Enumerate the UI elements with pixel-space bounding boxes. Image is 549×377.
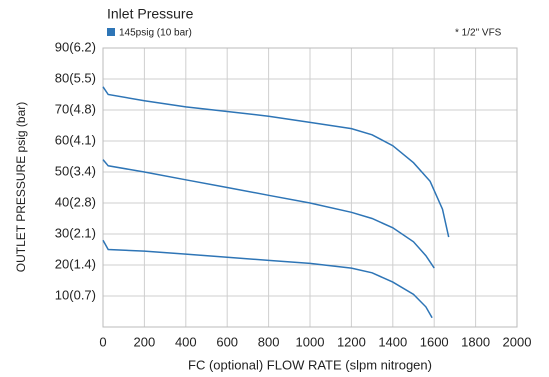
- y-tick-label: 30(2.1): [55, 225, 96, 240]
- x-tick-label: 2000: [503, 334, 532, 349]
- y-tick-label: 70(4.8): [55, 101, 96, 116]
- y-tick-label: 60(4.1): [55, 132, 96, 147]
- x-tick-label: 0: [99, 334, 106, 349]
- x-tick-label: 1000: [296, 334, 325, 349]
- y-tick-label: 40(2.8): [55, 194, 96, 209]
- data-line: [102, 239, 433, 319]
- legend-swatch: [107, 28, 115, 36]
- x-axis-label: FC (optional) FLOW RATE (slpm nitrogen): [188, 357, 432, 372]
- data-line: [102, 159, 435, 269]
- chart-title: Inlet Pressure: [107, 6, 194, 22]
- x-tick-label: 600: [216, 334, 238, 349]
- x-tick-label: 800: [258, 334, 280, 349]
- y-axis-label: OUTLET PRESSURE psig (bar): [14, 102, 28, 273]
- x-tick-label: 200: [134, 334, 156, 349]
- y-tick-label: 10(0.7): [55, 287, 96, 302]
- y-tick-label: 50(3.4): [55, 163, 96, 178]
- y-tick-label: 20(1.4): [55, 256, 96, 271]
- y-tick-label: 80(5.5): [55, 70, 96, 85]
- x-tick-label: 1200: [337, 334, 366, 349]
- y-tick-label: 90(6.2): [55, 39, 96, 54]
- x-tick-label: 400: [175, 334, 197, 349]
- plot-border: [102, 47, 518, 328]
- annotation: * 1/2" VFS: [455, 28, 502, 39]
- legend-label: 145psig (10 bar): [119, 28, 192, 39]
- x-tick-label: 1600: [420, 334, 449, 349]
- x-tick-label: 1800: [461, 334, 490, 349]
- x-tick-label: 1400: [378, 334, 407, 349]
- data-line: [102, 86, 450, 238]
